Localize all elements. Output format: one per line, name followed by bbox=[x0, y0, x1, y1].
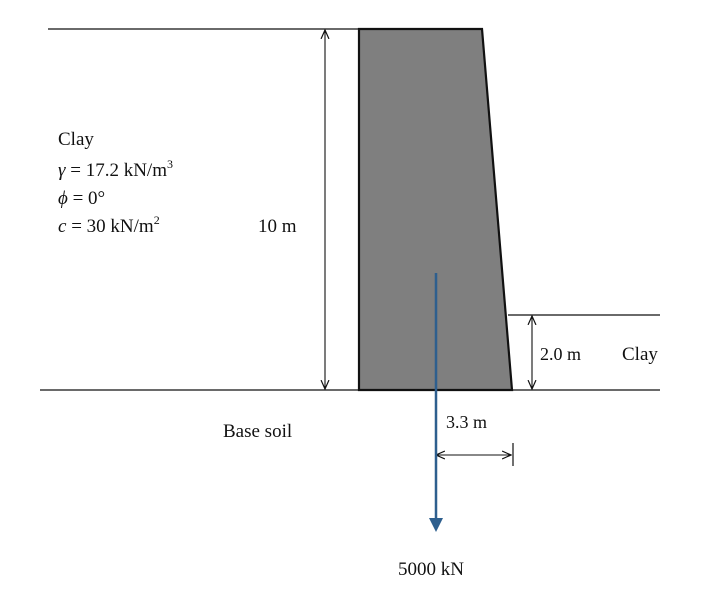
front-soil-name: Clay bbox=[622, 344, 658, 365]
soil-cohesion: c = 30 kN/m2 bbox=[58, 213, 160, 237]
load-label: 5000 kN bbox=[398, 559, 464, 580]
gravity-wall bbox=[357, 27, 514, 392]
front-soil-depth-label: 2.0 m bbox=[540, 344, 581, 364]
base-soil-label: Base soil bbox=[223, 421, 292, 442]
soil-friction-angle: ϕ = 0° bbox=[58, 188, 105, 209]
soil-unit-weight: γ = 17.2 kN/m3 bbox=[58, 157, 173, 181]
soil-name: Clay bbox=[58, 129, 94, 150]
wall-height-label: 10 m bbox=[258, 216, 297, 237]
offset-label: 3.3 m bbox=[446, 412, 487, 432]
resultant-arrowhead bbox=[429, 518, 443, 532]
